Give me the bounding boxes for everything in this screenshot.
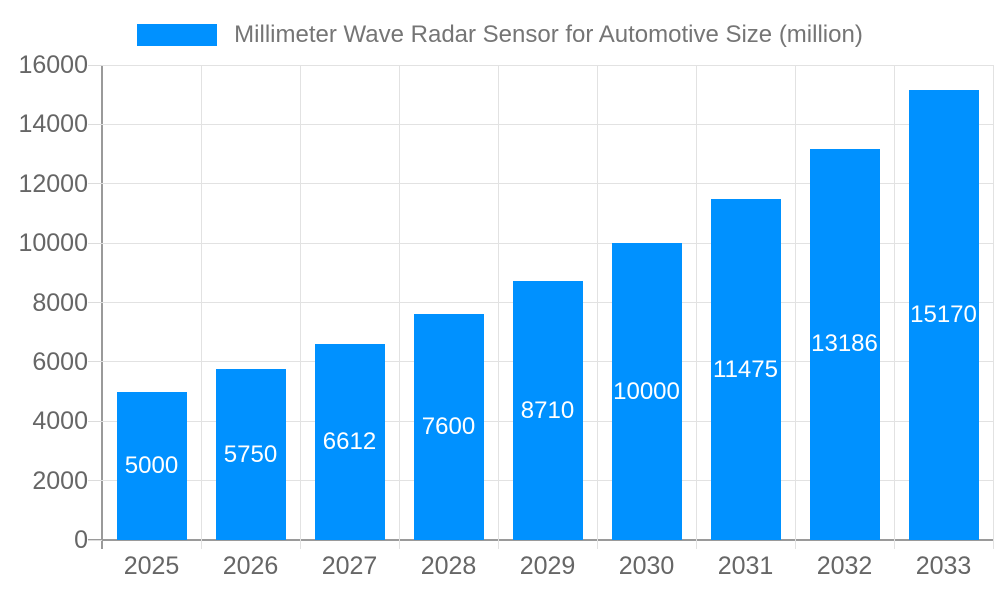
gridline-vertical <box>596 65 598 549</box>
bar: 7600 <box>413 314 484 540</box>
gridline-vertical <box>695 65 697 549</box>
y-axis-tick <box>88 361 102 363</box>
y-axis-tick <box>88 123 102 125</box>
bar: 8710 <box>512 281 583 540</box>
gridline-vertical <box>893 65 895 549</box>
x-axis-label: 2027 <box>321 552 378 580</box>
legend-label: Millimeter Wave Radar Sensor for Automot… <box>234 21 863 48</box>
y-axis-label: 8000 <box>32 288 88 317</box>
y-axis-label: 0 <box>74 526 88 554</box>
y-axis-label: 2000 <box>32 466 88 495</box>
bar-value-label: 5000 <box>124 451 179 479</box>
y-axis-tick <box>88 480 102 482</box>
bar-value-label: 5750 <box>223 440 278 468</box>
bar: 15170 <box>908 89 979 540</box>
bar-value-label: 15170 <box>910 300 977 328</box>
gridline-vertical <box>794 65 796 549</box>
gridline-horizontal <box>102 64 993 66</box>
gridline-vertical <box>398 65 400 549</box>
bar: 5000 <box>116 391 187 540</box>
y-axis-tick <box>88 183 102 185</box>
y-axis-tick <box>88 539 102 541</box>
gridline-vertical <box>497 65 499 549</box>
y-axis-tick <box>88 242 102 244</box>
bar-value-label: 13186 <box>811 330 878 358</box>
plot-area: 5000 5750 6612 7600 8710 10000 11475 13186 15170 <box>88 64 994 549</box>
bar-value-label: 8710 <box>520 396 575 424</box>
x-axis-label: 2030 <box>618 552 675 580</box>
x-axis-label: 2032 <box>816 552 873 580</box>
bar: 6612 <box>314 343 385 540</box>
gridline-vertical <box>200 65 202 549</box>
bar-value-label: 11475 <box>713 355 778 383</box>
x-axis-label: 2031 <box>717 552 774 580</box>
y-axis-tick <box>88 420 102 422</box>
bar-value-label: 7600 <box>421 413 476 441</box>
gridline-horizontal <box>102 242 993 244</box>
y-axis-line <box>101 65 103 549</box>
y-axis-label: 14000 <box>18 110 88 139</box>
x-axis-label: 2029 <box>519 552 576 580</box>
bar: 11475 <box>710 199 781 540</box>
gridline-vertical <box>299 65 301 549</box>
bar-value-label: 6612 <box>322 427 377 455</box>
gridline-horizontal <box>102 183 993 185</box>
x-axis-label: 2028 <box>420 552 477 580</box>
bar: 13186 <box>809 148 880 540</box>
legend[interactable]: Millimeter Wave Radar Sensor for Automot… <box>0 21 1000 49</box>
y-axis-label: 4000 <box>32 407 88 436</box>
bar: 5750 <box>215 369 286 540</box>
gridline-vertical <box>992 65 994 549</box>
bar-value-label: 10000 <box>613 377 680 405</box>
gridline-horizontal <box>102 123 993 125</box>
y-axis-label: 16000 <box>18 51 88 79</box>
bar: 10000 <box>611 243 682 540</box>
y-axis-label: 6000 <box>32 347 88 376</box>
y-axis-label: 12000 <box>18 169 88 198</box>
y-axis-label: 10000 <box>18 229 88 258</box>
y-axis-tick <box>88 302 102 303</box>
y-axis-tick <box>88 64 102 66</box>
x-axis-label: 2026 <box>222 552 279 580</box>
x-axis-label: 2025 <box>123 552 180 580</box>
x-axis-label: 2033 <box>915 552 972 580</box>
legend-swatch <box>137 24 218 46</box>
x-axis-line <box>88 539 993 541</box>
